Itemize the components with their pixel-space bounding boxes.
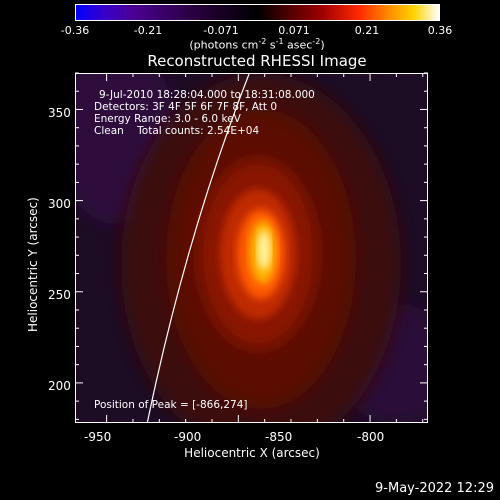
colorbar-tick: 0.36 xyxy=(427,24,453,37)
colorbar-tick: 0.21 xyxy=(354,24,380,37)
energy-range-text: Energy Range: 3.0 - 6.0 keV xyxy=(94,113,241,125)
x-tick-label: -850 xyxy=(265,430,293,444)
x-tick-label: -900 xyxy=(174,430,202,444)
x-axis-label: Heliocentric X (arcsec) xyxy=(184,446,320,460)
x-tick-label: -950 xyxy=(84,430,112,444)
y-tick-label: 350 xyxy=(48,106,71,120)
y-axis-label: Heliocentric Y (arcsec) xyxy=(26,197,40,332)
timestamp: 9-May-2022 12:29 xyxy=(375,481,494,496)
colorbar-tick: 0.071 xyxy=(278,24,310,37)
colorbar-tick: -0.21 xyxy=(133,24,163,37)
colorbar-tick: -0.36 xyxy=(60,24,90,37)
colorbar-tick: -0.071 xyxy=(203,24,239,37)
detectors-text: Detectors: 3F 4F 5F 6F 7F 8F, Att 0 xyxy=(94,101,278,113)
clean-counts-text: Clean Total counts: 2.54E+04 xyxy=(94,125,260,137)
solar-limb-line xyxy=(146,74,250,422)
y-tick-label: 250 xyxy=(48,288,71,302)
colorbar xyxy=(75,4,440,21)
rhessi-image xyxy=(75,73,428,423)
plot-title: Reconstructed RHESSI Image xyxy=(147,52,367,70)
colorbar-units: (photons cm-2 s-1 asec-2) xyxy=(189,37,325,52)
x-tick-label: -800 xyxy=(357,430,385,444)
time-range-text: 9-Jul-2010 18:28:04.000 to 18:31:08.000 xyxy=(99,89,315,101)
y-tick-label: 300 xyxy=(48,197,71,211)
peak-position-text: Position of Peak = [-866,274] xyxy=(94,399,248,411)
image-canvas xyxy=(76,74,427,422)
y-tick-label: 200 xyxy=(48,379,71,393)
